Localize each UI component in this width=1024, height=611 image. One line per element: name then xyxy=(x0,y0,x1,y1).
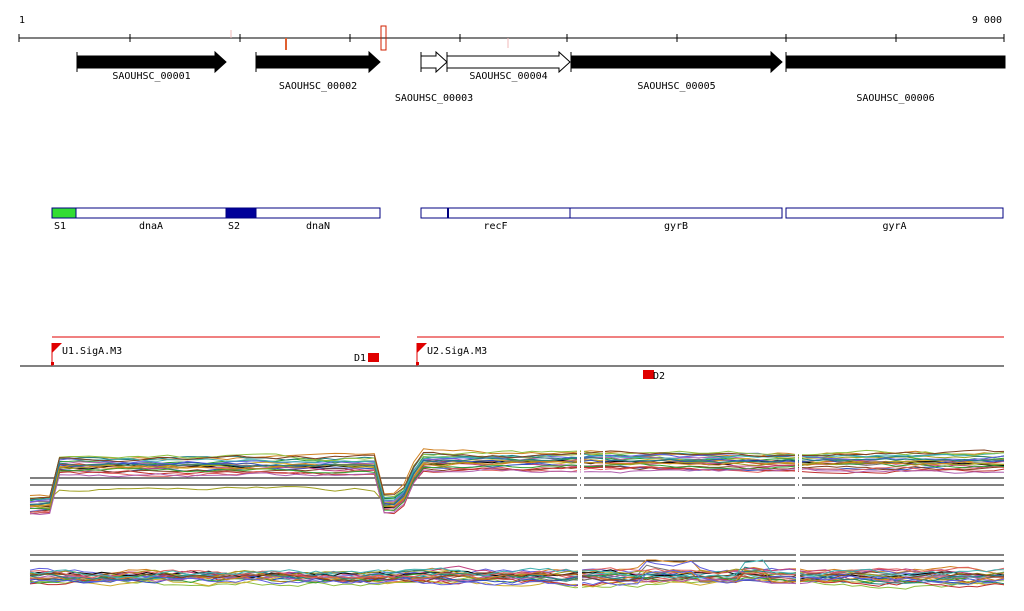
annotation-label-recF: recF xyxy=(483,221,507,232)
gene-arrow-SAOUHSC_00001 xyxy=(76,50,227,74)
profile-line-upper-16 xyxy=(29,466,1005,515)
profile-line-upper-21 xyxy=(29,458,1005,507)
annotation-label-dnaN: dnaN xyxy=(306,221,330,232)
profile-line-lower-19 xyxy=(29,566,1005,579)
annotation-label-gyrB: gyrB xyxy=(664,221,688,232)
profile-line-upper-20 xyxy=(29,468,1005,516)
gene-label-SAOUHSC_00005: SAOUHSC_00005 xyxy=(637,81,715,92)
gene-arrow-SAOUHSC_00004 xyxy=(446,50,571,74)
annotation-label-dnaA: dnaA xyxy=(139,221,163,232)
tu-promoter-base-U2 xyxy=(416,362,419,365)
tu-label-U2: U2.SigA.M3 xyxy=(427,346,487,357)
profile-line-upper-13 xyxy=(29,458,1005,508)
gene-arrow-SAOUHSC_00003 xyxy=(420,50,448,74)
gene-label-SAOUHSC_00006: SAOUHSC_00006 xyxy=(856,93,934,104)
annotation-bar-gyrA xyxy=(785,207,1004,219)
tu-label-U1: U1.SigA.M3 xyxy=(62,346,122,357)
annotation-label-S1: S1 xyxy=(54,221,66,232)
gene-label-SAOUHSC_00004: SAOUHSC_00004 xyxy=(469,71,547,82)
profile-gap-upper-0 xyxy=(577,450,580,502)
expression-profiles xyxy=(29,448,1005,600)
tu-promoter-base-U1 xyxy=(51,362,54,365)
profile-line-upper-22 xyxy=(29,457,1005,506)
ruler-end-label: 9 000 xyxy=(972,15,1002,26)
profile-gap-upper-2 xyxy=(795,450,798,502)
profile-gap-lower-1 xyxy=(796,550,800,600)
downshift-marker-D1 xyxy=(368,353,379,362)
profile-line-upper-11 xyxy=(29,449,1005,499)
downshift-label-D1: D1 xyxy=(354,353,366,364)
tu-promoter-flag-U1 xyxy=(52,343,62,353)
profile-line-lower-15 xyxy=(29,574,1005,585)
ruler-selection-marker xyxy=(380,25,387,51)
profile-line-lower-21 xyxy=(29,559,1005,579)
annotation-bar-recF xyxy=(420,207,571,219)
gene-label-SAOUHSC_00001: SAOUHSC_00001 xyxy=(112,71,190,82)
profile-line-upper-23 xyxy=(29,449,1005,500)
gene-label-SAOUHSC_00002: SAOUHSC_00002 xyxy=(279,81,357,92)
annotation-bar-dnaN xyxy=(255,207,381,219)
transcription-unit-track: U1.SigA.M3 U2.SigA.M3 D1 D2 xyxy=(20,336,1004,382)
profile-line-lower-17 xyxy=(29,570,1005,584)
annotation-bar-dnaA xyxy=(75,207,227,219)
annotation-bar-gyrB xyxy=(569,207,783,219)
profile-gap-upper-3 xyxy=(799,450,802,502)
profile-gap-lower-0 xyxy=(578,550,582,600)
gene-track: SAOUHSC_00001 SAOUHSC_00002 SAOUHSC_00003 S… xyxy=(76,50,1006,104)
downshift-label-D2: D2 xyxy=(653,371,665,382)
gene-arrow-SAOUHSC_00005 xyxy=(570,50,783,74)
annotation-bar-S1 xyxy=(51,207,77,219)
annotation-bar-S2 xyxy=(225,207,257,219)
profile-line-lower-18 xyxy=(29,571,1005,583)
tu-promoter-flag-U2 xyxy=(417,343,427,353)
annotation-track: S1 dnaA S2 dnaN recF gyrB gyrA xyxy=(51,207,1004,232)
gene-arrow-SAOUHSC_00002 xyxy=(255,50,381,74)
annotation-label-S2: S2 xyxy=(228,221,240,232)
profile-gap-upper-1 xyxy=(581,450,584,502)
gene-arrow-SAOUHSC_00006 xyxy=(785,55,1006,69)
genome-ruler: 1 9 000 xyxy=(18,15,1005,51)
downshift-marker-D2 xyxy=(643,370,654,379)
gene-label-SAOUHSC_00003: SAOUHSC_00003 xyxy=(395,93,473,104)
annotation-label-gyrA: gyrA xyxy=(882,221,906,232)
ruler-start-label: 1 xyxy=(19,15,25,26)
profile-line-lower-20 xyxy=(29,569,1005,587)
